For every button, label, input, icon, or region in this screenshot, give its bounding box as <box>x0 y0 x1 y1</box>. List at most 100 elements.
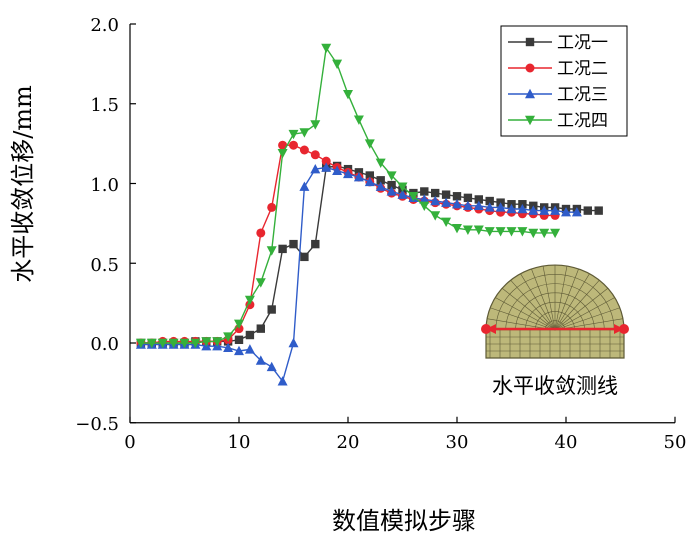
data-point <box>266 361 277 372</box>
data-point <box>310 150 320 160</box>
data-point <box>288 129 299 140</box>
data-point <box>288 337 299 348</box>
legend-label: 工况一 <box>557 33 608 53</box>
data-point <box>550 228 561 239</box>
data-point <box>462 200 473 211</box>
mesh-spoke <box>554 280 600 331</box>
series-4 <box>135 43 561 349</box>
data-point <box>473 200 484 211</box>
data-point <box>234 345 244 356</box>
data-point <box>135 338 146 349</box>
data-point <box>300 252 309 262</box>
data-point <box>441 197 452 207</box>
data-point <box>278 140 288 150</box>
data-point <box>474 195 483 204</box>
data-point <box>364 176 375 187</box>
data-point <box>462 225 473 235</box>
data-point <box>506 227 517 237</box>
x-tick-label: 50 <box>664 432 687 453</box>
data-point <box>452 199 462 209</box>
data-point <box>255 278 266 288</box>
mesh-spoke <box>554 273 590 331</box>
data-point <box>277 148 288 159</box>
data-point <box>267 305 276 314</box>
data-point <box>321 43 332 54</box>
y-tick-label: −0.5 <box>75 414 119 435</box>
data-point <box>387 180 396 190</box>
data-point <box>353 115 364 125</box>
data-point <box>583 206 592 215</box>
x-tick-label: 30 <box>446 432 469 453</box>
data-point <box>212 337 223 347</box>
mesh-spoke <box>490 307 556 331</box>
series-3 <box>135 162 582 386</box>
data-point <box>571 207 582 217</box>
data-point <box>594 206 603 215</box>
y-axis-title: 水平收敛位移/mm <box>9 85 37 283</box>
data-point <box>441 190 451 199</box>
x-axis-ticks: 0 10 20 30 40 50 <box>124 432 686 453</box>
data-point <box>430 195 441 206</box>
data-point <box>485 196 494 206</box>
data-point <box>386 186 397 196</box>
y-tick-label: 1.5 <box>90 95 119 116</box>
data-point <box>430 211 441 221</box>
legend-marker <box>525 37 535 47</box>
data-point <box>495 227 506 237</box>
data-point <box>256 324 265 333</box>
mesh-spoke <box>520 273 556 331</box>
data-point <box>419 201 430 212</box>
y-axis-ticks: −0.5 0.0 0.5 1.0 1.5 2.0 <box>75 15 119 435</box>
x-tick-label: 10 <box>228 432 251 453</box>
mesh-spoke <box>554 307 620 331</box>
legend-box <box>500 25 628 137</box>
tunnel-cross-section-diagram: 水平收敛测线 <box>481 264 629 398</box>
y-tick-label: 1.0 <box>90 175 119 196</box>
y-tick-label: 0.0 <box>90 334 119 355</box>
legend-marker <box>525 88 535 99</box>
data-point <box>223 342 234 352</box>
data-point <box>278 244 287 254</box>
data-point <box>245 330 255 340</box>
data-point <box>506 203 517 214</box>
data-point <box>452 192 462 201</box>
legend-label: 工况二 <box>557 59 608 79</box>
legend-marker <box>525 63 535 73</box>
y-tick-label: 2.0 <box>90 15 119 36</box>
data-point <box>463 193 473 203</box>
data-point <box>365 171 374 180</box>
data-point <box>408 192 419 202</box>
data-point <box>550 205 561 215</box>
mesh-spoke <box>554 297 615 331</box>
data-point <box>397 189 408 199</box>
data-point <box>168 338 179 349</box>
mesh-spoke <box>554 265 568 331</box>
data-point <box>528 205 539 215</box>
data-point <box>420 187 429 196</box>
data-point <box>190 338 201 349</box>
data-point <box>441 217 452 227</box>
data-point <box>517 203 528 214</box>
data-point <box>343 168 353 179</box>
measuring-line-label: 水平收敛测线 <box>492 374 618 398</box>
data-point <box>517 227 528 237</box>
data-point <box>244 344 255 354</box>
mesh-spoke <box>531 268 556 331</box>
measuring-point-right <box>619 324 629 334</box>
data-point <box>332 59 343 70</box>
data-point <box>289 140 298 150</box>
data-point <box>201 337 212 347</box>
data-point <box>375 158 386 168</box>
data-point <box>419 194 430 204</box>
data-point <box>452 223 462 234</box>
data-point <box>386 171 397 181</box>
data-point <box>561 207 571 217</box>
data-point <box>321 156 331 166</box>
legend-marker <box>525 115 535 126</box>
data-point <box>364 139 375 149</box>
data-point <box>311 239 320 249</box>
data-point <box>332 165 343 175</box>
mesh-spoke <box>542 265 556 331</box>
data-point <box>310 120 321 130</box>
